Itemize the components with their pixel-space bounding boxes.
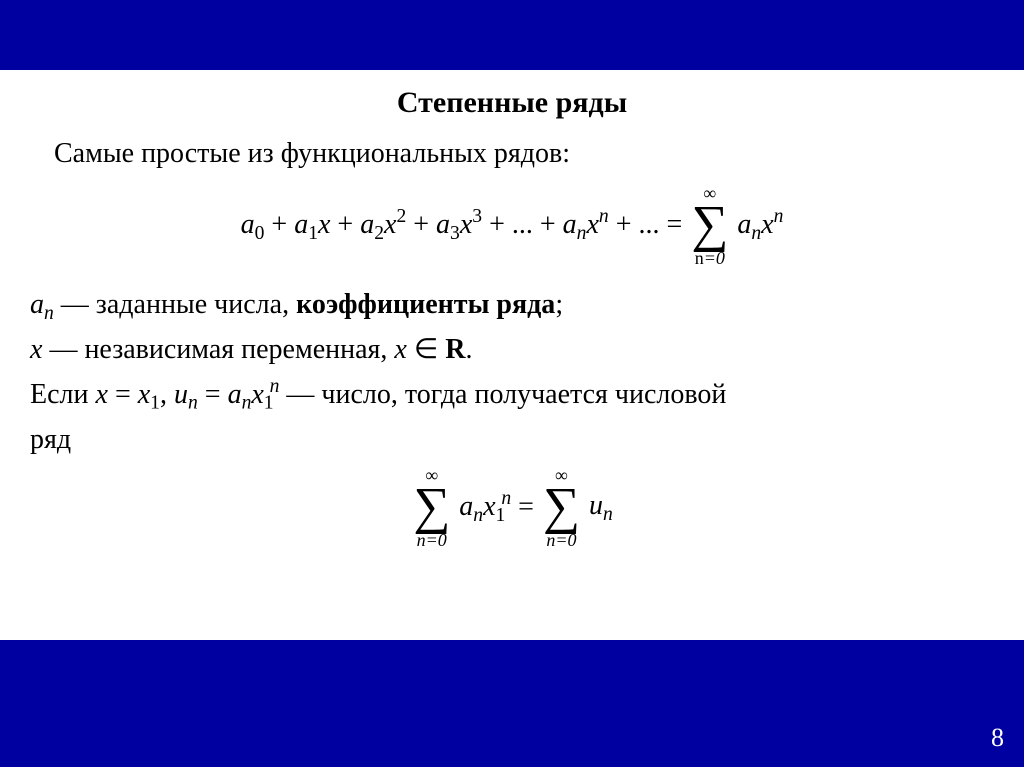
equation-1: a0 + a1x + a2x2 + a3x3 + ... + anxn + ..… xyxy=(30,184,994,267)
eq1-rhs: anxn xyxy=(737,209,783,240)
line-row: ряд xyxy=(30,420,994,461)
intro-line: Самые простые из функциональных рядов: xyxy=(54,138,994,170)
eq2-term2: un xyxy=(589,490,613,521)
slide-background: Степенные ряды Самые простые из функцион… xyxy=(0,0,1024,767)
content-box: Степенные ряды Самые простые из функцион… xyxy=(0,70,1024,640)
line-substitution: Если x = x1, un = anx1n — число, тогда п… xyxy=(30,373,994,418)
page-number: 8 xyxy=(991,723,1004,753)
slide-title: Степенные ряды xyxy=(30,86,994,120)
eq1-sum-icon: ∞ ∑ n=n=00 xyxy=(691,184,728,267)
eq2-equals: = xyxy=(518,492,541,523)
equation-2: ∞ ∑ n=0 anx1n = ∞ ∑ n=0 un xyxy=(30,466,994,549)
eq2-sum2-icon: ∞ ∑ n=0 xyxy=(543,466,580,549)
eq1-lhs: a0 + a1x + a2x2 + a3x3 + ... + anxn + ..… xyxy=(241,209,690,240)
line-variable: x — независимая переменная, x ∈ R. xyxy=(30,330,994,371)
line-coefficients: an — заданные числа, коэффициенты ряда; xyxy=(30,285,994,328)
eq2-sum1-icon: ∞ ∑ n=0 xyxy=(413,466,450,549)
eq2-term1: anx1n xyxy=(459,491,518,522)
